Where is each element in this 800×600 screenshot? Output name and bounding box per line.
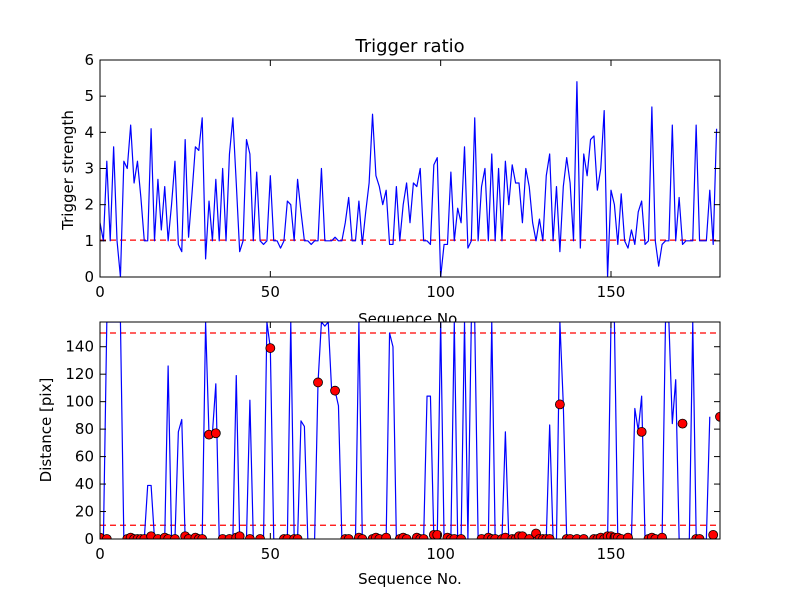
plot-area: [100, 322, 720, 539]
plot-area: [100, 60, 720, 277]
x-tick-label: 50: [261, 283, 280, 301]
y-tick-label: 20: [75, 503, 94, 521]
x-tick-label: 0: [95, 545, 105, 563]
x-tick-label: 100: [426, 545, 455, 563]
data-marker: [456, 534, 466, 539]
data-marker: [657, 532, 667, 539]
data-marker: [524, 534, 535, 539]
x-tick-label: 0: [95, 283, 105, 301]
y-tick-label: 2: [84, 196, 94, 214]
data-marker: [578, 534, 589, 539]
y-tick-label: 120: [65, 365, 94, 383]
chart-title: Trigger ratio: [354, 36, 464, 57]
y-axis-label: Trigger strength: [59, 110, 77, 231]
y-tick-label: 140: [65, 338, 94, 356]
data-marker: [694, 534, 705, 539]
plot-content: [100, 322, 720, 539]
data-marker: [554, 399, 565, 410]
data-marker: [708, 529, 719, 539]
x-tick-label: 100: [426, 283, 455, 301]
data-marker: [715, 411, 720, 422]
data-marker: [544, 534, 555, 539]
y-tick-label: 60: [75, 448, 94, 466]
data-marker: [677, 418, 688, 429]
data-marker: [292, 534, 303, 539]
y-tick-label: 3: [84, 160, 94, 178]
data-marker: [636, 426, 647, 437]
data-marker: [432, 529, 443, 539]
data-marker: [401, 534, 412, 539]
data-marker: [234, 531, 245, 539]
data-marker: [343, 534, 354, 539]
data-marker: [197, 534, 208, 539]
data-marker: [210, 428, 221, 439]
y-tick-label: 5: [84, 87, 94, 105]
x-tick-label: 150: [597, 545, 626, 563]
data-marker: [330, 385, 340, 396]
series-line: [100, 81, 718, 277]
y-tick-label: 80: [75, 420, 94, 438]
top-panel-trigger-strength: Trigger ratio Sequence No. Trigger stren…: [59, 36, 721, 328]
y-tick-label: 4: [84, 123, 94, 141]
y-tick-label: 0: [84, 530, 94, 548]
data-marker: [101, 534, 112, 539]
y-tick-label: 40: [75, 475, 94, 493]
y-tick-label: 6: [84, 51, 94, 69]
y-tick-label: 1: [84, 232, 94, 250]
data-marker: [170, 534, 180, 539]
data-marker: [244, 534, 255, 539]
bottom-panel-distance: Sequence No. Distance [pix] 0 50 100 150 0 20…: [37, 321, 721, 588]
y-tick-label: 0: [84, 268, 94, 286]
data-marker: [265, 343, 276, 353]
data-marker: [255, 534, 266, 539]
data-marker: [357, 534, 368, 539]
data-marker: [381, 532, 392, 539]
x-axis-label: Sequence No.: [358, 570, 462, 588]
axes-frame: [99, 321, 721, 540]
data-marker: [313, 377, 323, 388]
x-tick-label: 50: [261, 545, 280, 563]
plot-content: [100, 81, 720, 277]
y-tick-label: 100: [65, 393, 94, 411]
x-tick-label: 150: [597, 283, 626, 301]
series-line: [100, 322, 711, 539]
data-marker: [418, 534, 429, 539]
y-axis-label: Distance [pix]: [37, 378, 55, 483]
data-marker: [623, 532, 633, 539]
